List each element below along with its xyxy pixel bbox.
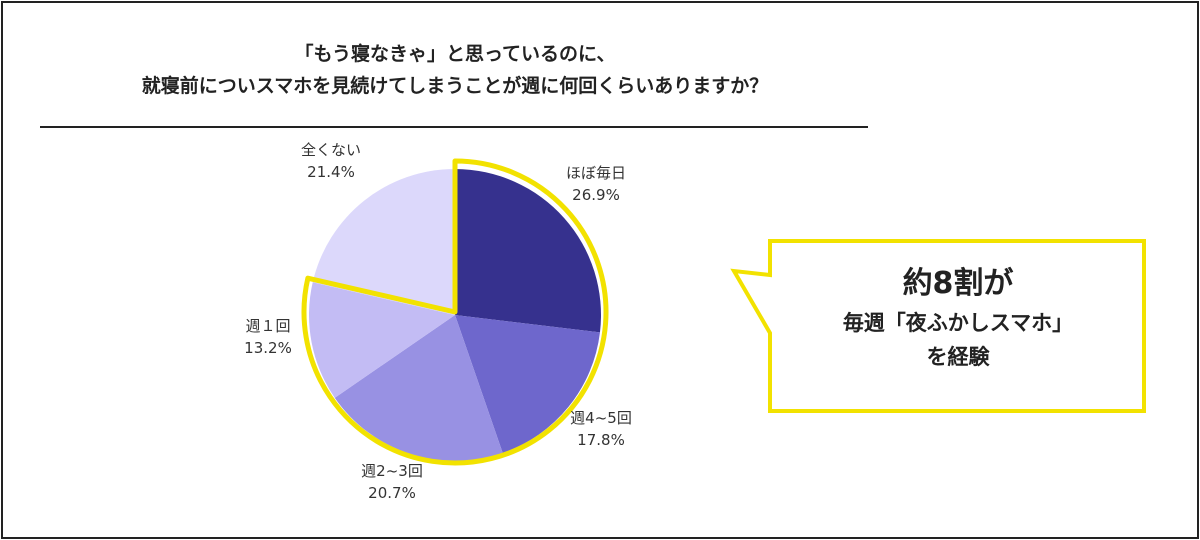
title-line-1: 「もう寝なきゃ」と思っているのに、 (294, 43, 616, 65)
callout-main: 約8割が (902, 266, 1014, 301)
slice-label: 週4~5回 (570, 409, 632, 427)
slice-value-label: 20.7% (368, 484, 416, 502)
pie-slice (334, 315, 503, 462)
pie-slices (309, 169, 601, 462)
pie-labels: ほぼ毎日 26.9% 週4~5回 17.8% 週2~3回 20.7% 週１回 13.2% 全くな… (244, 141, 632, 502)
slice-label: 週１回 (245, 317, 290, 335)
slice-value-label: 17.8% (577, 431, 625, 449)
slice-label: 全くない (301, 141, 361, 159)
callout-box (730, 239, 1146, 413)
slice-label: ほぼ毎日 (566, 164, 626, 182)
title-divider (40, 126, 868, 128)
slice-value-label: 13.2% (244, 339, 292, 357)
slice-label: 週2~3回 (361, 462, 423, 480)
title-line-2: 就寝前についスマホを見続けてしまうことが週に何回くらいありますか？ (141, 75, 769, 97)
callout-line-3: を経験 (926, 345, 990, 369)
callout-text: 約8割が 毎週「夜ふかしスマホ」 を経験 (772, 262, 1144, 374)
callout-line-2: 毎週「夜ふかしスマホ」 (842, 311, 1074, 335)
slice-value-label: 21.4% (307, 163, 355, 181)
pie-slice (455, 169, 601, 333)
pie-slice (309, 282, 455, 398)
pie-slice (312, 169, 455, 315)
chart-title: 「もう寝なきゃ」と思っているのに、 就寝前についスマホを見続けてしまうことが週に… (40, 38, 870, 102)
slice-value-label: 26.9% (572, 186, 620, 204)
pie-slice (455, 315, 600, 453)
highlight-outline (301, 158, 609, 466)
